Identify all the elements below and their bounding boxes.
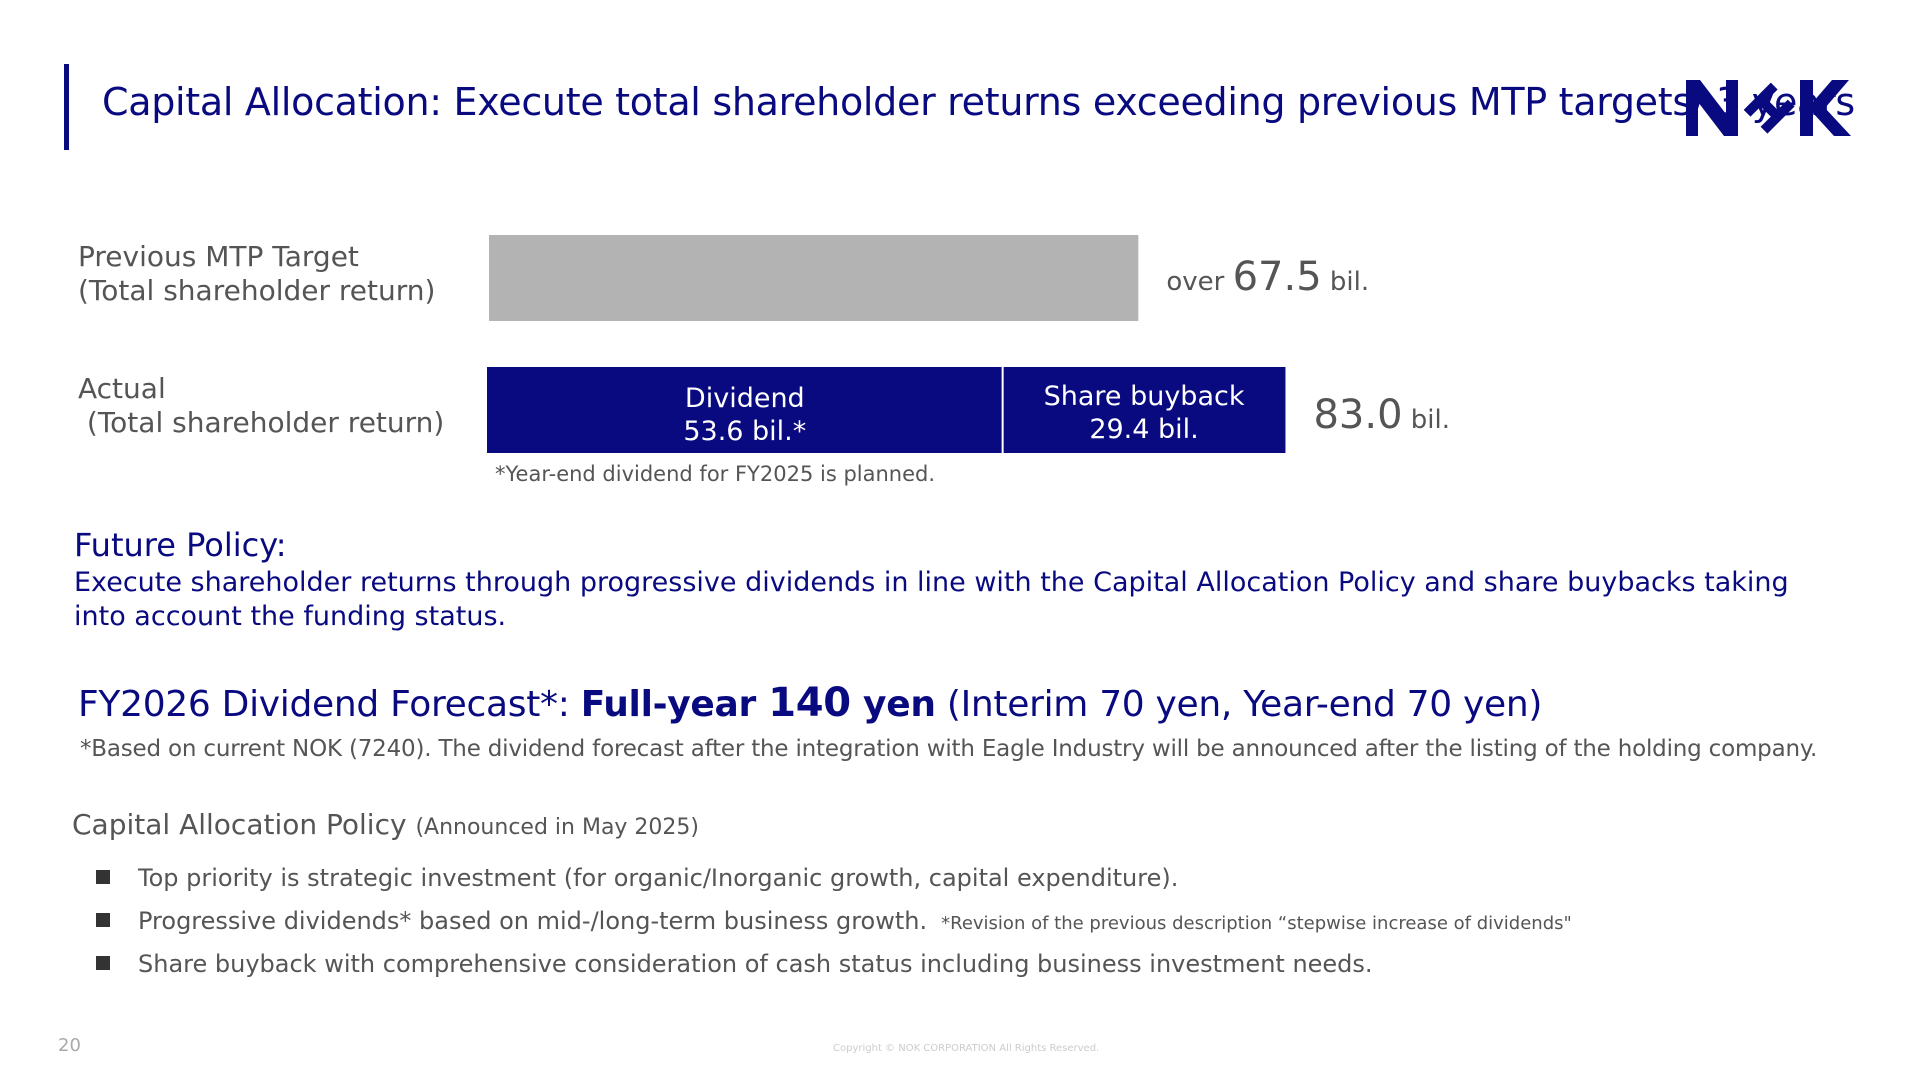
nok-logo: [1686, 80, 1851, 136]
forecast-footnote: *Based on current NOK (7240). The divide…: [80, 736, 1818, 762]
forecast-prefix: FY2026 Dividend Forecast*:: [78, 684, 581, 725]
policy-heading-date: (Announced in May 2025): [415, 815, 700, 840]
forecast-amount: 140: [768, 680, 851, 726]
total-actual-value: 83.0: [1313, 392, 1402, 438]
total-actual-suffix: bil.: [1403, 405, 1450, 435]
forecast-fullyear: Full-year 140 yen: [580, 680, 936, 726]
policy-heading-title: Capital Allocation Policy: [72, 808, 416, 841]
policy-item-text: Share buyback with comprehensive conside…: [138, 950, 1373, 978]
page-number: 20: [58, 1035, 81, 1056]
policy-heading: Capital Allocation Policy (Announced in …: [72, 808, 699, 841]
future-policy-heading: Future Policy:: [74, 526, 287, 564]
previous-mtp-label: Previous MTP Target (Total shareholder r…: [78, 240, 435, 308]
actual-label-line2: (Total shareholder return): [78, 406, 445, 439]
actual-label-line1: Actual: [78, 372, 166, 405]
forecast-bold-part1: Full-year: [580, 684, 769, 725]
dividend-forecast: FY2026 Dividend Forecast*: Full-year 140…: [78, 680, 1542, 726]
total-previous-prefix: over: [1166, 267, 1232, 297]
chart-footnote: *Year-end dividend for FY2025 is planned…: [495, 462, 936, 486]
bar-share-buyback: [1002, 367, 1286, 453]
previous-mtp-label-line2: (Total shareholder return): [78, 274, 436, 307]
bar-dividend: [487, 367, 1003, 453]
forecast-suffix: (Interim 70 yen, Year-end 70 yen): [935, 684, 1543, 725]
bullet-square-icon: [96, 870, 110, 884]
policy-item: Top priority is strategic investment (fo…: [96, 864, 1178, 892]
total-label-actual: 83.0 bil.: [1313, 392, 1450, 438]
policy-item-note: *Revision of the previous description “s…: [941, 913, 1572, 934]
total-label-previous: over 67.5 bil.: [1166, 254, 1369, 300]
policy-item: Progressive dividends* based on mid-/lon…: [96, 907, 1572, 935]
bar-previous-mtp-target: [489, 235, 1139, 321]
page-title: Capital Allocation: Execute total shareh…: [102, 80, 1855, 124]
copyright-notice: Copyright © NOK CORPORATION All Rights R…: [833, 1043, 1100, 1054]
policy-item: Share buyback with comprehensive conside…: [96, 950, 1373, 978]
bar-label-buyback-name: Share buyback: [1044, 381, 1245, 412]
total-previous-value: 67.5: [1233, 254, 1322, 300]
previous-mtp-label-line1: Previous MTP Target: [78, 240, 359, 273]
forecast-bold-part2: yen: [850, 684, 936, 725]
title-accent-bar: [64, 64, 69, 150]
total-previous-suffix: bil.: [1322, 267, 1369, 297]
bar-label-buyback-value: 29.4 bil.: [1089, 414, 1198, 445]
bar-label-dividend-name: Dividend: [685, 383, 805, 414]
policy-item-text: Top priority is strategic investment (fo…: [138, 864, 1179, 892]
bar-label-dividend-value: 53.6 bil.*: [683, 416, 806, 447]
policy-item-text: Progressive dividends* based on mid-/lon…: [138, 907, 928, 935]
bullet-square-icon: [96, 913, 110, 927]
bullet-square-icon: [96, 956, 110, 970]
actual-label: Actual (Total shareholder return): [78, 372, 444, 440]
future-policy-text: Execute shareholder returns through prog…: [74, 567, 1789, 632]
